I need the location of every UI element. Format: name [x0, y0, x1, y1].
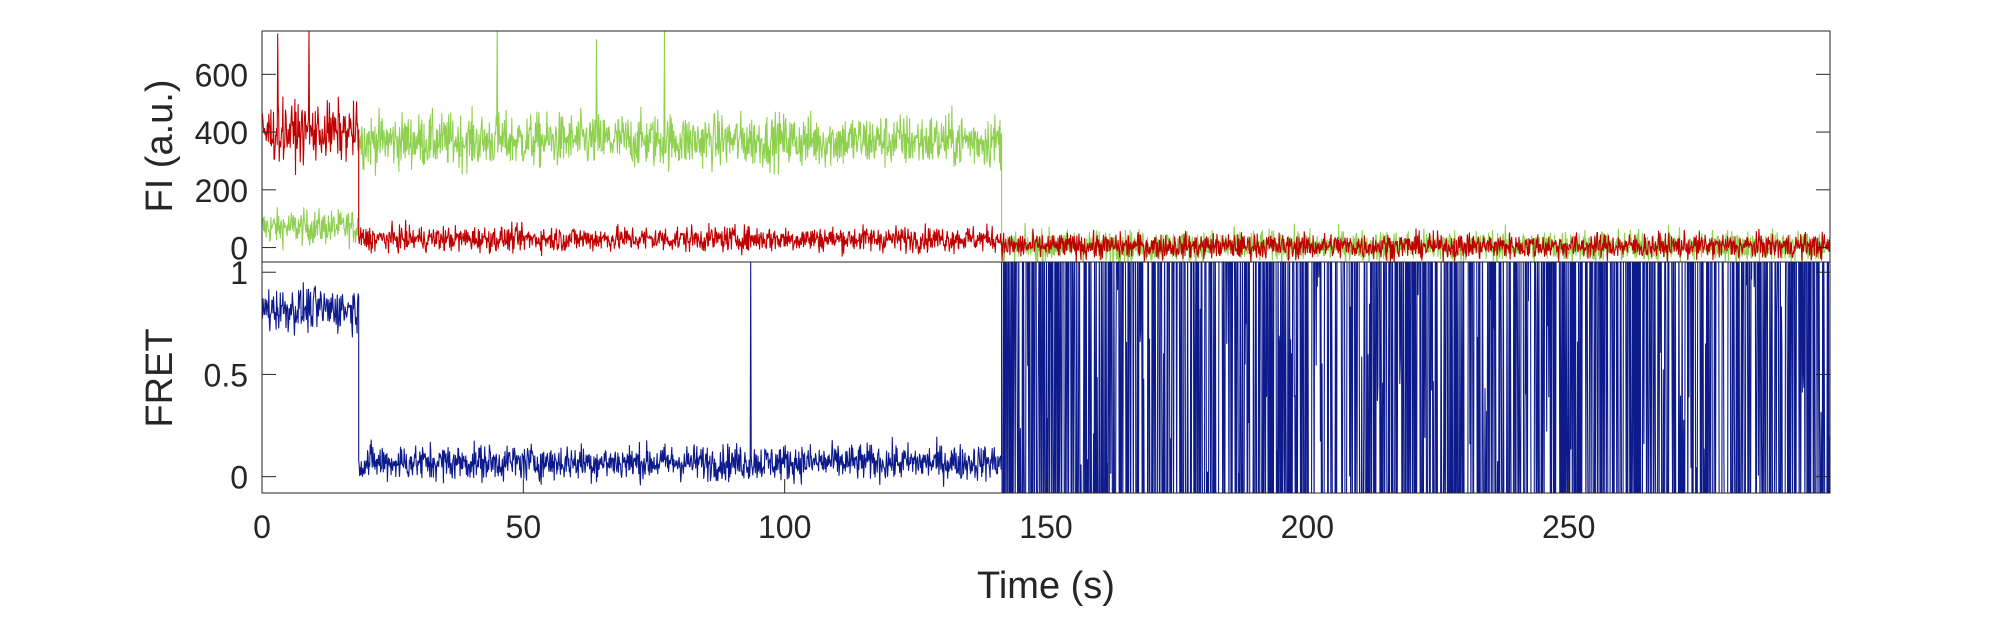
y-tick-label: 0.5 — [204, 357, 248, 393]
intensity-y-axis-label: FI (a.u.) — [139, 79, 181, 212]
x-tick-label: 0 — [253, 509, 271, 545]
trace-line-0-0 — [262, 31, 1830, 262]
intensity-traces — [262, 31, 1830, 262]
fret-traces — [262, 262, 1830, 493]
x-tick-label: 200 — [1281, 509, 1334, 545]
y-tick-label: 600 — [195, 57, 248, 93]
fret-y-ticks: 00.51 — [204, 255, 1830, 496]
time-x-ticks: 0 50 100 150 200 250 — [253, 479, 1595, 545]
y-tick-label: 1 — [230, 255, 248, 291]
y-tick-label: 0 — [230, 231, 248, 267]
intensity-y-ticks: 0 200 400 600 — [195, 57, 1830, 267]
y-tick-label: 400 — [195, 115, 248, 151]
y-tick-label: 200 — [195, 173, 248, 209]
x-tick-label: 250 — [1542, 509, 1595, 545]
fret-panel: 00.51 0 50 100 150 200 250 FRET Time (s) — [139, 255, 1831, 607]
trace-line-0-1 — [262, 31, 1830, 262]
fret-y-axis-label: FRET — [139, 328, 181, 427]
intensity-panel: 0 200 400 600 FI (a.u.) — [139, 30, 1831, 267]
time-x-axis-label: Time (s) — [977, 565, 1115, 607]
x-tick-label: 150 — [1019, 509, 1072, 545]
x-tick-label: 100 — [758, 509, 811, 545]
trace-line-1-0 — [262, 262, 1830, 493]
x-tick-label: 50 — [506, 509, 542, 545]
y-tick-label: 0 — [230, 460, 248, 496]
